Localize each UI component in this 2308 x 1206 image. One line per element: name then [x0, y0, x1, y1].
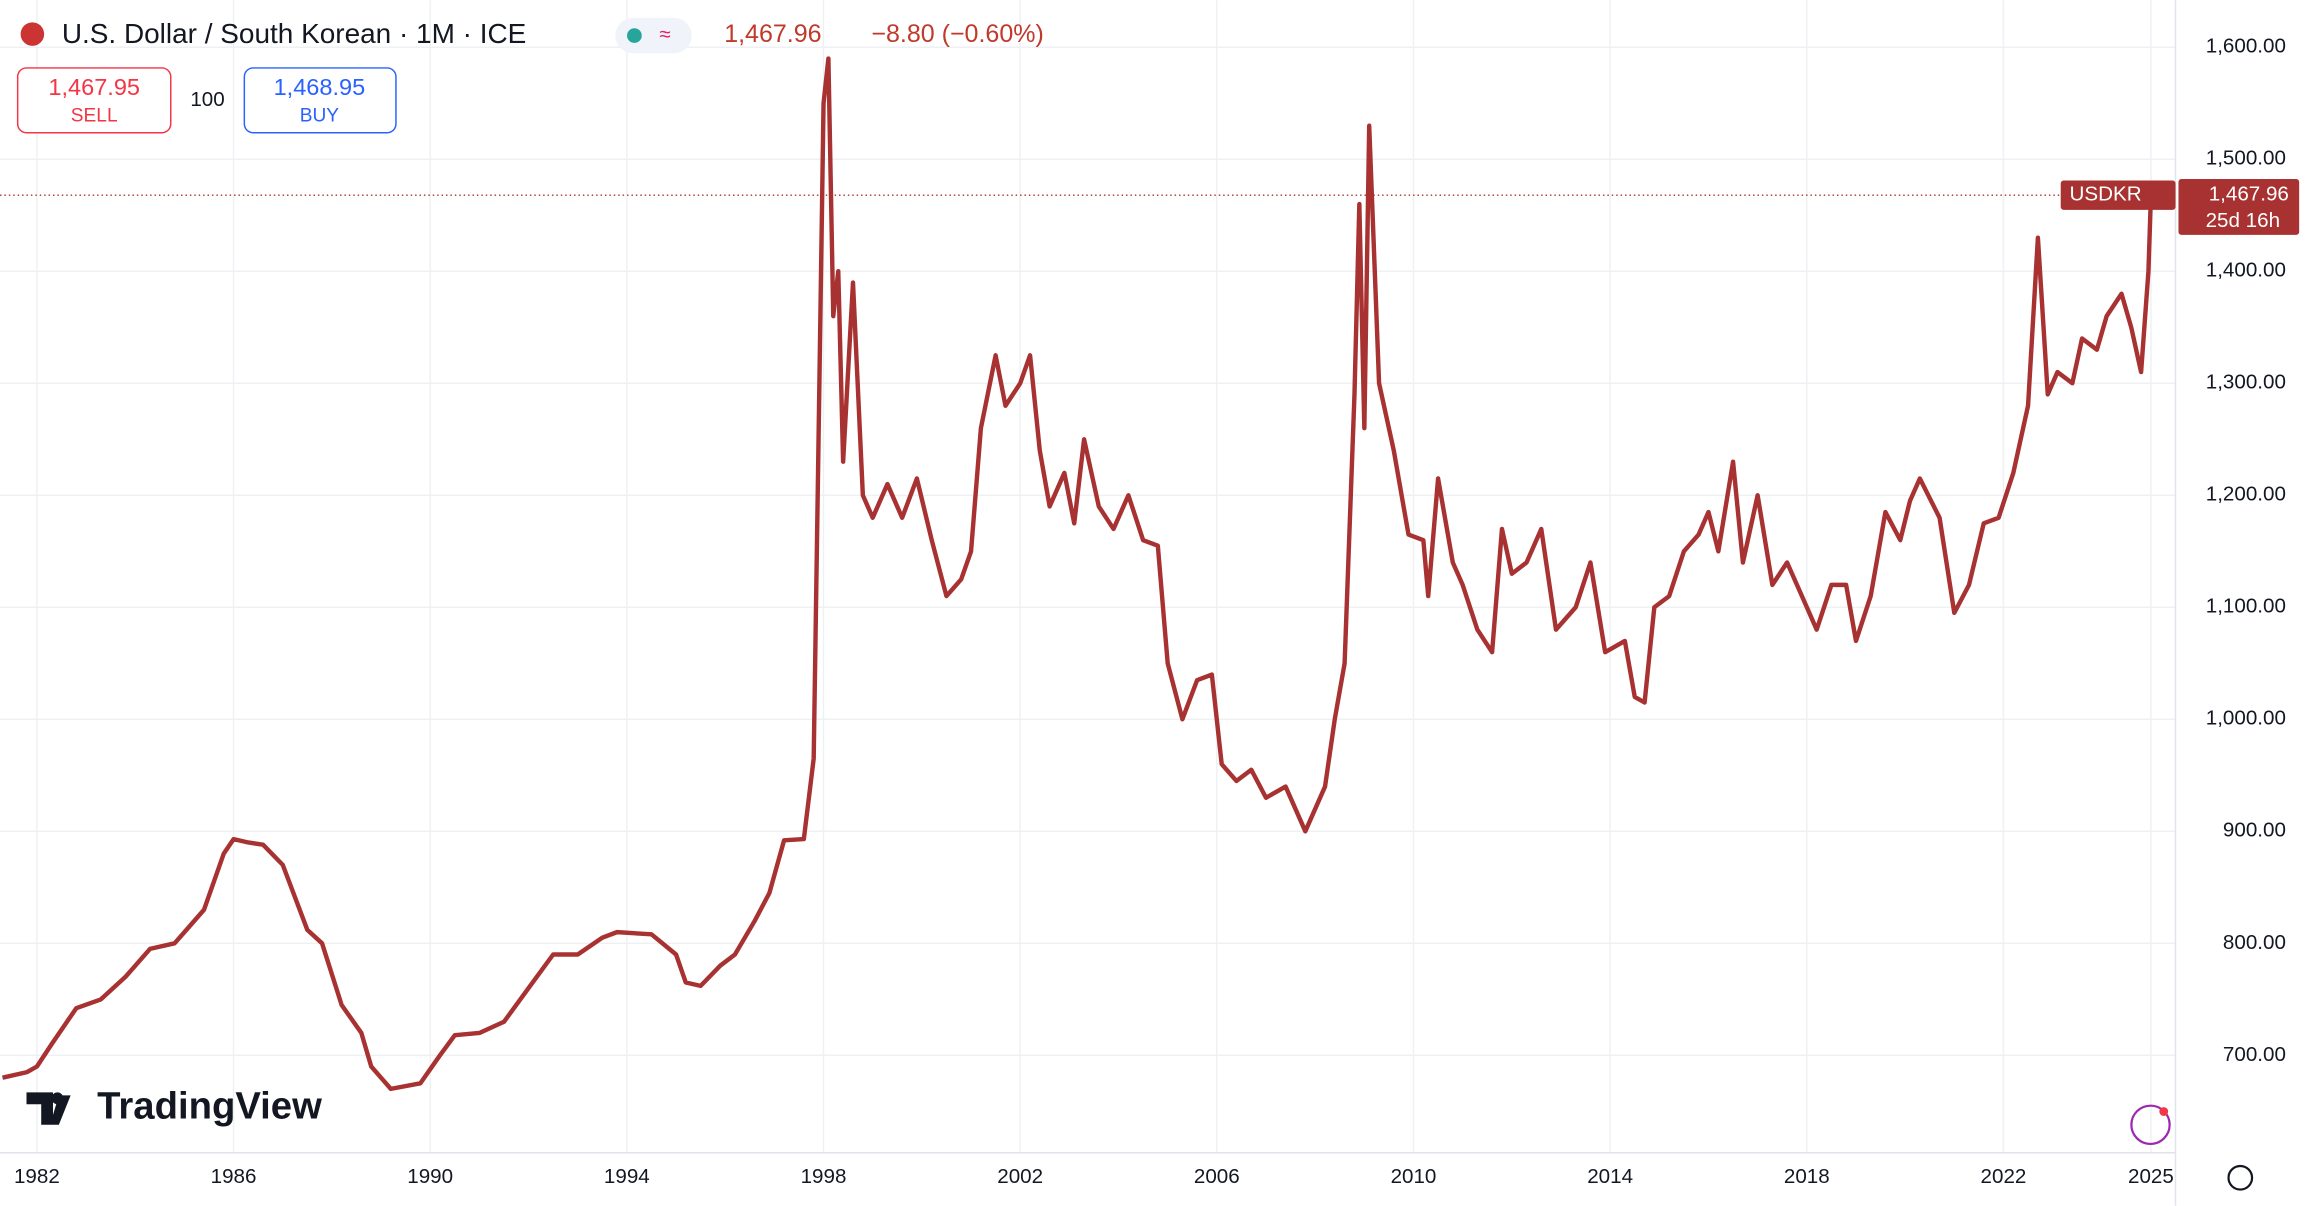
quantity[interactable]: 100 — [190, 88, 224, 111]
buy-price[interactable]: 1,468.95 — [274, 74, 366, 100]
market-status — [627, 28, 642, 43]
buy-label[interactable]: BUY — [300, 106, 340, 127]
price-tag-label: 1,467.96 — [2209, 183, 2289, 206]
logo-dot — [51, 1092, 64, 1105]
x-tick-label: 1982 — [14, 1165, 60, 1188]
series-tag-label: USDKR — [2070, 183, 2142, 206]
last-price: 1,467.96 — [724, 20, 821, 48]
logo-text: TradingView — [97, 1085, 322, 1128]
status-pill — [615, 17, 692, 54]
delay-icon: ≈ — [659, 23, 670, 46]
y-tick-label: 1,400.00 — [2206, 259, 2286, 282]
sell-button[interactable] — [16, 67, 172, 134]
symbol-title: U.S. Dollar / South Korean · 1M · ICE — [62, 18, 527, 49]
price-line — [2, 56, 2154, 1092]
y-tick-label: 1,600.00 — [2206, 35, 2286, 58]
y-tick-label: 1,100.00 — [2206, 595, 2286, 618]
price-tag — [2178, 178, 2300, 235]
x-tick-label: 1990 — [407, 1165, 453, 1188]
x-tick-label: 2010 — [1391, 1165, 1437, 1188]
countdown: 25d 16h — [2206, 209, 2280, 232]
sell-price[interactable]: 1,467.95 — [48, 74, 140, 100]
alert-dot — [2159, 1107, 2169, 1116]
y-tick-label: 900.00 — [2223, 819, 2286, 842]
x-tick-label: 2025 — [2128, 1165, 2174, 1188]
x-tick-label: 2014 — [1587, 1165, 1633, 1188]
y-tick-label: 1,000.00 — [2206, 707, 2286, 730]
grid — [0, 0, 2176, 1153]
sell-label[interactable]: SELL — [71, 106, 118, 127]
x-tick-label: 2002 — [997, 1165, 1043, 1188]
flag-icon — [20, 22, 45, 46]
y-tick-label: 700.00 — [2223, 1043, 2286, 1066]
buy-button[interactable] — [243, 67, 397, 134]
x-tick-label: 1986 — [211, 1165, 257, 1188]
logo — [26, 1092, 71, 1125]
alert-icon[interactable] — [2130, 1104, 2171, 1146]
y-tick-label: 800.00 — [2223, 931, 2286, 954]
plot — [0, 56, 2176, 1092]
series-tag — [2060, 180, 2176, 210]
y-tick-label: 1,200.00 — [2206, 483, 2286, 506]
settings-icon[interactable] — [2227, 1164, 2254, 1191]
x-tick-label: 2006 — [1194, 1165, 1240, 1188]
x-tick-label: 1998 — [801, 1165, 847, 1188]
price-change: −8.80 (−0.60%) — [871, 20, 1043, 48]
x-tick-label: 2022 — [1981, 1165, 2027, 1188]
x-tick-label: 1994 — [604, 1165, 650, 1188]
x-tick-label: 2018 — [1784, 1165, 1830, 1188]
y-tick-label: 1,500.00 — [2206, 147, 2286, 170]
y-tick-label: 1,300.00 — [2206, 371, 2286, 394]
logo-mark — [26, 1092, 71, 1125]
